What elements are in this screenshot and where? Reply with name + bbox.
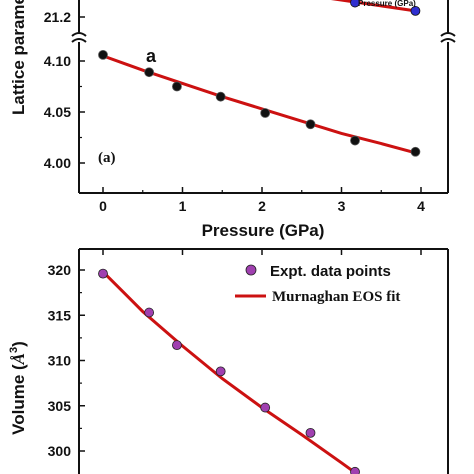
y-tick-label: 4.10 xyxy=(44,53,71,69)
panel-a-x-axis-label: Pressure (GPa) xyxy=(202,221,325,240)
y-tick-label: 21.2 xyxy=(44,9,71,25)
data-point-a xyxy=(350,135,360,146)
y-tick-label: 300 xyxy=(48,443,72,459)
y-label-close: ) xyxy=(9,341,28,347)
x-tick-label: 0 xyxy=(99,198,107,214)
data-point-a xyxy=(215,91,226,102)
y-tick-label: 4.00 xyxy=(44,155,71,171)
panel-b: 300 305 310 315 320 Expt. data points Murnag… xyxy=(8,248,449,474)
volume-data-point xyxy=(260,402,271,413)
panel-a-y-axis-label: Lattice parame xyxy=(9,0,28,115)
inset-legend-text: Pressure (GPa) xyxy=(358,0,416,8)
panel-a-fit-lines xyxy=(102,0,418,155)
panel-a-ticks: 0 1 2 3 4 21.2 4.00 4.05 4.10 xyxy=(44,9,425,214)
panel-b-axes xyxy=(78,248,449,474)
panel-b-markers xyxy=(98,268,360,474)
y-tick-label: 305 xyxy=(48,398,72,414)
volume-data-point xyxy=(305,427,316,438)
axis-break-right-bottom xyxy=(440,38,456,43)
volume-data-point xyxy=(215,366,226,377)
legend-label-fit: Murnaghan EOS fit xyxy=(272,289,400,305)
x-tick-label: 3 xyxy=(338,198,346,214)
series-a-label: a xyxy=(146,46,157,66)
data-point-a xyxy=(410,146,421,157)
fit-line-a xyxy=(102,54,416,155)
data-point-a xyxy=(144,67,155,78)
axis-break-left-top xyxy=(71,32,87,37)
data-point-a xyxy=(260,108,271,118)
data-point-a xyxy=(98,49,108,60)
volume-data-point xyxy=(144,307,155,318)
panel-a-axes xyxy=(78,0,449,194)
data-point-c xyxy=(350,0,360,8)
volume-data-point xyxy=(350,466,360,474)
data-point-c xyxy=(410,5,421,16)
legend-label-data-points: Expt. data points xyxy=(270,263,391,280)
data-point-a xyxy=(305,119,316,130)
y-tick-label: 310 xyxy=(48,353,72,369)
panel-b-ticks: 300 305 310 315 320 xyxy=(48,249,422,459)
panel-a-break-marks xyxy=(71,32,456,43)
data-point-a xyxy=(172,81,182,92)
panel-a-markers xyxy=(98,0,421,157)
volume-data-point xyxy=(172,340,182,351)
axis-break-right-top xyxy=(440,32,456,37)
x-tick-label: 1 xyxy=(179,198,187,214)
legend-marker xyxy=(245,264,257,276)
panel-a: 0 1 2 3 4 21.2 4.00 4.05 4.10 (a) a Pressure (GP… xyxy=(9,0,456,240)
panel-b-legend: Expt. data points Murnaghan EOS fit xyxy=(235,263,400,305)
y-tick-label: 315 xyxy=(48,307,72,323)
x-tick-label: 4 xyxy=(417,198,425,214)
volume-data-point xyxy=(98,268,108,279)
y-tick-label: 320 xyxy=(48,262,72,278)
y-label-sup: 3 xyxy=(8,347,20,353)
fit-line-c xyxy=(330,0,418,13)
y-label-text: Volume ( xyxy=(9,364,28,435)
y-label-unit: Å xyxy=(9,353,28,365)
y-tick-label: 4.05 xyxy=(44,104,71,120)
panel-b-y-axis-label: Volume (Å3) xyxy=(8,341,28,435)
panel-a-label: (a) xyxy=(98,150,116,166)
axis-break-left-bottom xyxy=(71,38,87,43)
x-tick-label: 2 xyxy=(258,198,266,214)
